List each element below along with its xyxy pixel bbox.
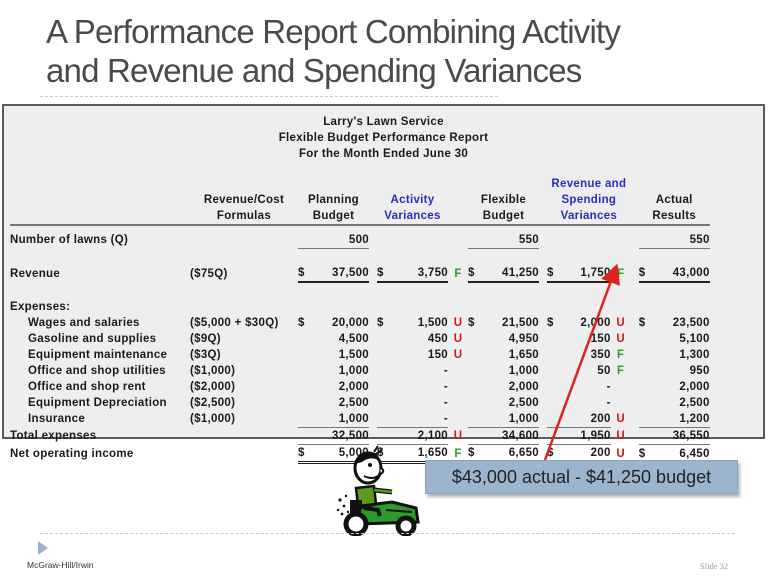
report-table: Revenue and Revenue/Cost Planning Activi… [10,176,710,464]
report-heading: Larry's Lawn Service Flexible Budget Per… [4,114,763,162]
table-row: Gasoline and supplies ($9Q) 4,500 450 U 4… [10,331,710,347]
header-revspend-line3: Variances [547,208,631,226]
header-revspend-line2: Spending [561,194,617,206]
callout-box: $43,000 actual - $41,250 budget [425,460,738,494]
lawn-mower-illustration [336,446,420,536]
title-line-1: A Performance Report Combining Activity [46,13,621,50]
table-row: Expenses: [10,299,710,315]
variance-flag: F [617,267,625,280]
table-row: Revenue ($75Q) $37,500 $3,750 F $41,250 $… [10,265,710,282]
variance-flag: U [453,333,463,345]
report-name: Flexible Budget Performance Report [278,132,489,144]
row-label: Office and shop utilities [28,365,166,377]
planning-value: 500 [348,234,369,246]
row-label: Equipment maintenance [28,349,168,361]
callout-text: $43,000 actual - $41,250 budget [451,467,712,487]
variance-flag: U [453,317,463,329]
row-label: Gasoline and supplies [28,333,157,345]
triangle-bullet-icon [38,541,48,555]
header-flexible-line2: Budget [468,208,539,226]
report-period: For the Month Ended June 30 [298,148,469,160]
row-label: Number of lawns (Q) [10,234,129,247]
variance-flag: U [453,430,463,442]
table-row: Wages and salaries ($5,000 + $30Q) $20,0… [10,315,710,331]
variance-flag: U [616,317,625,329]
table-row: Total expenses 32,500 2,100 U 34,600 1,95… [10,427,710,445]
header-planning-line1: Planning [308,194,359,206]
variance-flag: F [617,365,625,377]
table-row: Office and shop utilities ($1,000) 1,000… [10,363,710,379]
row-label: Equipment Depreciation [28,397,167,409]
publisher-label: McGraw-Hill/Irwin [27,560,94,570]
variance-flag: U [616,413,625,426]
header-revspend-line1: Revenue and [551,178,627,190]
variance-flag: U [616,430,625,442]
header-activity-line2: Variances [377,208,448,226]
row-label: Total expenses [10,430,97,442]
title-divider [40,96,498,97]
table-row: Office and shop rent ($2,000) 2,000 - 2,… [10,379,710,395]
row-label: Insurance [28,413,86,426]
row-label: Revenue [10,267,61,280]
footer-divider [40,533,735,534]
header-planning-line2: Budget [298,208,369,226]
table-row: Insurance ($1,000) 1,000 - 1,000 200 U 1,… [10,411,710,428]
header-formulas-line1: Revenue/Cost [203,194,285,206]
variance-flag: F [454,267,462,280]
variance-flag: F [454,447,462,460]
actual-value: 550 [689,234,710,246]
table-row: Equipment Depreciation ($2,500) 2,500 - … [10,395,710,411]
performance-report: Larry's Lawn Service Flexible Budget Per… [2,104,765,464]
slide-number: Slide 32 [700,561,729,571]
flexible-value: 550 [518,234,539,246]
variance-flag: F [617,349,625,361]
row-label: Net operating income [10,447,134,460]
variance-flag: U [616,447,625,460]
header-flexible-line1: Flexible [480,194,527,206]
table-row: Number of lawns (Q) 500 550 550 [10,232,710,249]
header-actual-line1: Actual [655,194,693,206]
variance-flag: U [616,333,625,345]
slide-title: A Performance Report Combining Activity … [46,12,746,90]
row-label: Expenses: [10,301,71,313]
header-actual-line2: Results [638,208,710,226]
variance-flag: U [453,349,463,361]
table-row: Equipment maintenance ($3Q) 1,500 150 U 1… [10,347,710,363]
header-formulas-line2: Formulas [190,208,298,226]
title-line-2: and Revenue and Spending Variances [46,52,582,89]
row-label: Wages and salaries [28,317,140,329]
company-name: Larry's Lawn Service [323,116,444,128]
header-activity-line1: Activity [390,194,435,206]
row-label: Office and shop rent [28,381,146,393]
